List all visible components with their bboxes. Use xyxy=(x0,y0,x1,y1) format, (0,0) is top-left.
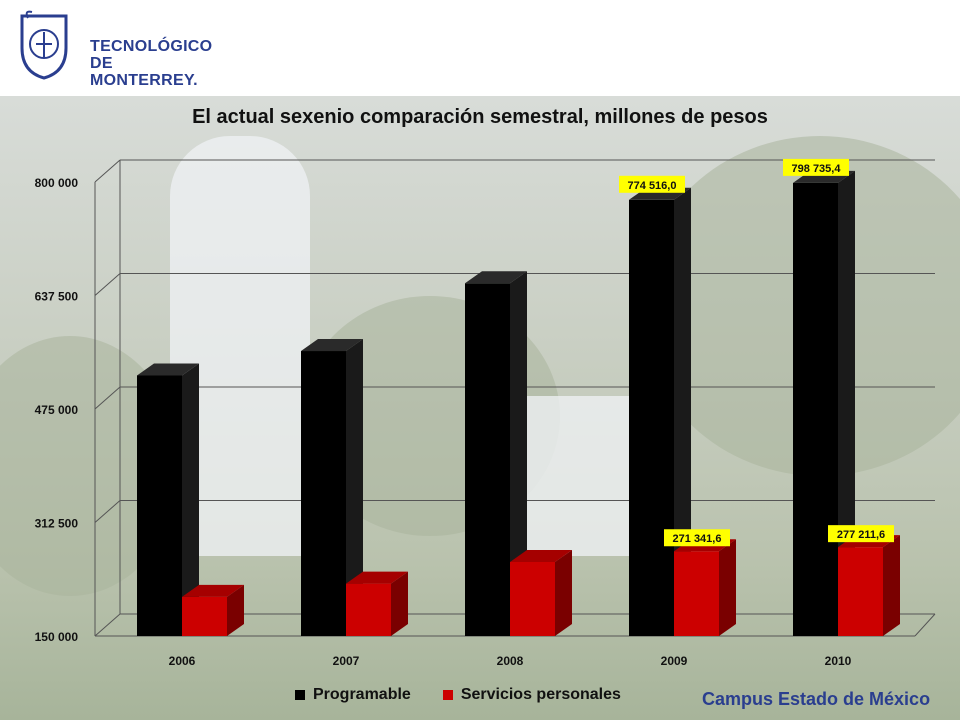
bar-servicios-2008 xyxy=(510,549,572,636)
bar-programable-2009 xyxy=(629,187,691,636)
bar-programable-2008-top xyxy=(465,271,527,284)
y-tick-label: 150 000 xyxy=(35,630,79,644)
x-tick-label: 2006 xyxy=(169,654,196,668)
logo-line-2: DE MONTERREY. xyxy=(90,55,198,89)
data-label: 774 516,0 xyxy=(628,180,677,192)
bar-programable-2007-side xyxy=(346,339,363,636)
bar-servicios-2006-front xyxy=(182,596,227,636)
labels-layer: 2006 2007 2008 2009 774 516,0 271 341,6 2010 79… xyxy=(169,158,894,668)
chart-title: El actual sexenio comparación semestral,… xyxy=(192,106,768,128)
bar-programable-2009-side xyxy=(674,187,691,636)
bar-programable-2006-top xyxy=(137,363,199,376)
gridline-side xyxy=(94,500,121,523)
bar-servicios-2006-top xyxy=(182,584,244,597)
legend-label-programable: Programable xyxy=(313,686,411,703)
gridline-side xyxy=(94,613,121,637)
bar-servicios-2009-front xyxy=(674,551,719,636)
bar-programable-2010-side xyxy=(838,170,855,636)
legend-item-programable: Programable xyxy=(295,686,411,704)
bar-servicios-2008-top xyxy=(510,549,572,562)
bars-layer xyxy=(137,170,900,636)
bar-programable-2006-side xyxy=(182,363,199,636)
bar-servicios-2009-side xyxy=(719,539,736,636)
bar-servicios-2010-front xyxy=(838,547,883,636)
bar-servicios-2010 xyxy=(838,535,900,636)
data-label: 277 211,6 xyxy=(837,529,885,541)
bar-servicios-2007-front xyxy=(346,583,391,636)
bar-programable-2008-side xyxy=(510,271,527,636)
y-tick-label: 637 500 xyxy=(35,290,79,304)
legend-item-servicios: Servicios personales xyxy=(442,686,621,704)
bar-programable-2007-top xyxy=(301,339,363,352)
x-tick-label: 2010 xyxy=(825,654,852,668)
bar-programable-2008 xyxy=(465,271,527,636)
bar-programable-2006 xyxy=(137,363,199,636)
x-tick-label: 2009 xyxy=(661,654,688,668)
bar-servicios-2010-side xyxy=(883,535,900,636)
bar-programable-2010-front xyxy=(793,182,838,636)
data-label-bg xyxy=(619,175,685,193)
campus-footer: Campus Estado de México xyxy=(702,689,931,709)
y-tick-label: 475 000 xyxy=(35,403,79,417)
legend-swatch-servicios xyxy=(442,690,453,700)
bar-servicios-2008-front xyxy=(510,561,555,636)
data-label-bg xyxy=(783,158,849,176)
bar-servicios-2008-side xyxy=(555,549,572,636)
institution-seal-icon xyxy=(20,10,68,80)
tec-logo: TECNOLÓGICO DE MONTERREY. xyxy=(14,8,214,89)
gridline-side xyxy=(94,386,121,410)
logo-wordmark: TECNOLÓGICO DE MONTERREY. xyxy=(90,38,214,89)
bar-servicios-2009 xyxy=(674,539,736,636)
bar-programable-2006-front xyxy=(137,375,182,636)
legend-swatch-programable xyxy=(295,690,305,700)
gridline-side xyxy=(94,159,121,183)
bar-chart: 150 000 312 500 475 000 637 500 800 000 2006… xyxy=(35,158,936,668)
data-label-bg xyxy=(828,525,894,543)
bar-programable-2008-front xyxy=(465,283,510,636)
bar-servicios-2007 xyxy=(346,571,408,636)
logo-line-1: TECNOLÓGICO xyxy=(90,38,213,55)
bar-programable-2010 xyxy=(793,170,855,636)
y-tick-label: 800 000 xyxy=(35,176,79,190)
bar-servicios-2006 xyxy=(182,584,244,636)
data-label: 798 735,4 xyxy=(792,163,842,175)
x-tick-label: 2007 xyxy=(333,654,360,668)
chart-legend: Programable Servicios personales xyxy=(295,686,653,704)
bar-programable-2007-front xyxy=(301,351,346,636)
axis-layer: 150 000 312 500 475 000 637 500 800 000 xyxy=(35,176,79,644)
x-tick-label: 2008 xyxy=(497,654,524,668)
floor-edge xyxy=(914,613,936,637)
slide-header: TECNOLÓGICO DE MONTERREY. xyxy=(0,0,960,96)
bar-programable-2009-front xyxy=(629,199,674,636)
bar-servicios-2007-side xyxy=(391,571,408,636)
bar-programable-2007 xyxy=(301,339,363,636)
data-label: 271 341,6 xyxy=(673,533,722,545)
bar-servicios-2007-top xyxy=(346,571,408,584)
bar-servicios-2006-side xyxy=(227,584,244,636)
y-tick-label: 312 500 xyxy=(35,517,79,531)
gridline-side xyxy=(94,273,121,296)
data-label-bg xyxy=(664,529,730,547)
legend-label-servicios: Servicios personales xyxy=(460,686,621,703)
